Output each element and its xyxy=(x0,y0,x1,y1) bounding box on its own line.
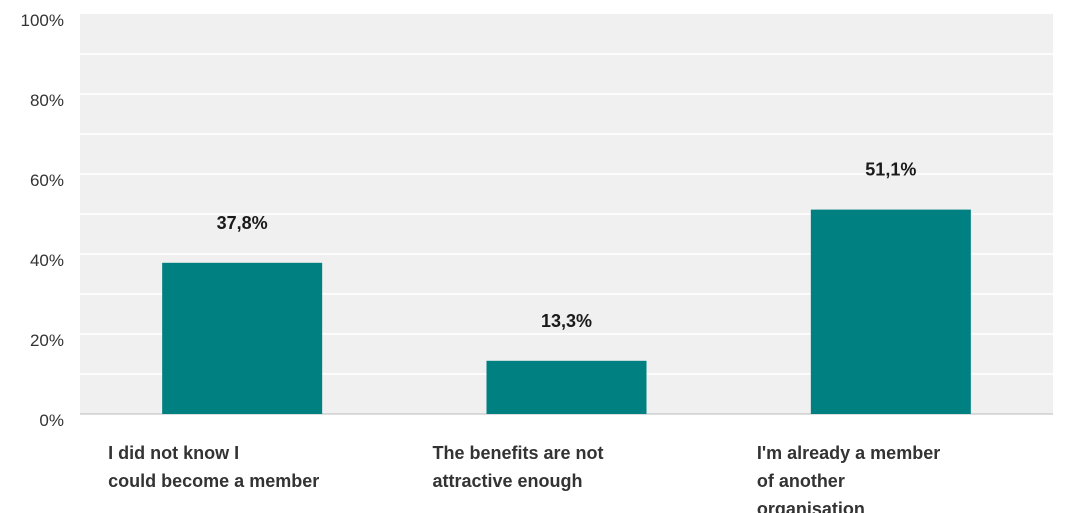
bar xyxy=(162,262,323,414)
category-label: The benefits are not attractive enough xyxy=(433,443,604,491)
bar xyxy=(810,209,971,414)
y-tick-label: 80% xyxy=(30,91,64,110)
y-tick-label: 60% xyxy=(30,171,64,190)
y-tick-label: 0% xyxy=(39,411,64,430)
category-label-line: I did not know I xyxy=(108,443,239,463)
y-tick-label: 20% xyxy=(30,331,64,350)
category-label-line: could become a member xyxy=(108,471,319,491)
category-label-line: I'm already a member xyxy=(757,443,940,463)
y-tick-label: 100% xyxy=(21,11,64,30)
bar xyxy=(486,360,647,414)
data-label: 13,3% xyxy=(541,311,592,331)
category-label: I'm already a member of another organisati… xyxy=(757,443,940,513)
category-label-line: of another xyxy=(757,471,845,491)
category-label-line: organisation xyxy=(757,499,865,513)
category-label-line: The benefits are not xyxy=(433,443,604,463)
data-label: 51,1% xyxy=(865,160,916,180)
y-tick-label: 40% xyxy=(30,251,64,270)
category-label-line: attractive enough xyxy=(433,471,583,491)
data-label: 37,8% xyxy=(217,213,268,233)
category-label: I did not know I could become a member xyxy=(108,443,319,491)
